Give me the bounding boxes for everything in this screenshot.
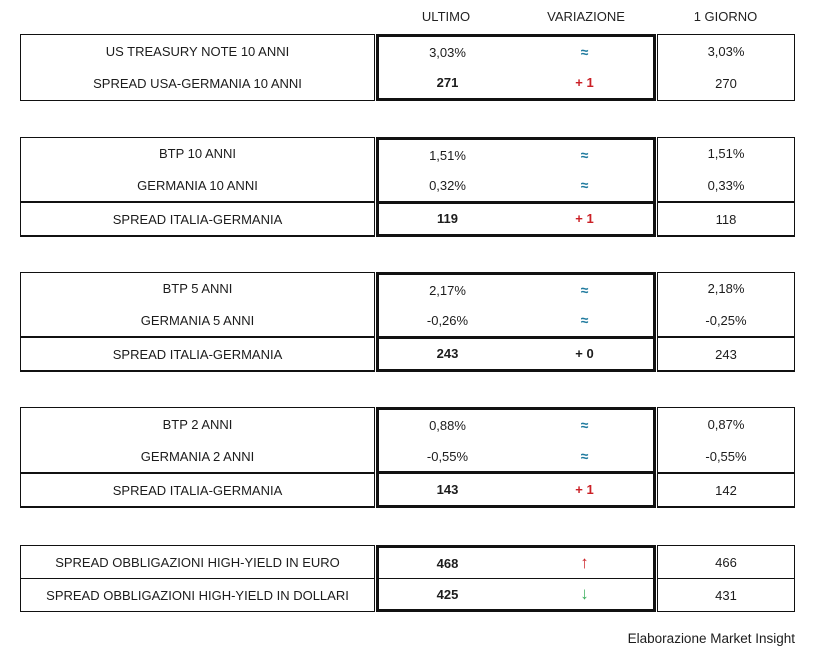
header-spacer xyxy=(20,6,376,28)
table-row: -0,26% ≈ xyxy=(379,305,653,335)
giorno-value: 243 xyxy=(658,336,794,370)
giorno-column: 0,87% -0,55% 142 xyxy=(657,407,795,508)
label-column: SPREAD OBBLIGAZIONI HIGH-YIELD IN EURO S… xyxy=(20,545,375,612)
ultimo-variazione-box: 0,88% ≈ -0,55% ≈ 143 + 1 xyxy=(376,407,656,508)
giorno-value: 431 xyxy=(658,578,794,611)
table-high-yield: SPREAD OBBLIGAZIONI HIGH-YIELD IN EURO S… xyxy=(20,545,795,612)
row-label: SPREAD OBBLIGAZIONI HIGH-YIELD IN EURO xyxy=(55,554,340,570)
ultimo-value: 119 xyxy=(437,211,458,227)
ultimo-value: 425 xyxy=(436,586,459,602)
ultimo-value: 243 xyxy=(436,346,459,362)
ultimo-variazione-box: 3,03% ≈ 271 + 1 xyxy=(376,34,656,101)
giorno-value: -0,55% xyxy=(705,448,747,464)
giorno-value: 270 xyxy=(715,76,737,92)
giorno-value: 142 xyxy=(658,472,794,506)
giorno-value: 466 xyxy=(715,554,737,570)
approx-indicator-icon: ≈ xyxy=(580,448,589,464)
ultimo-value: 271 xyxy=(436,75,459,91)
table-btp-2-anni: BTP 2 ANNI GERMANIA 2 ANNI SPREAD ITALIA… xyxy=(20,407,795,508)
variazione-value: + 1 xyxy=(575,75,594,91)
ultimo-variazione-box: 2,17% ≈ -0,26% ≈ 243 + 0 xyxy=(376,272,656,372)
approx-indicator-icon: ≈ xyxy=(580,177,589,194)
giorno-column: 3,03% 270 xyxy=(657,34,795,101)
table-us-treasury: US TREASURY NOTE 10 ANNI SPREAD USA-GERM… xyxy=(20,34,795,101)
approx-indicator-icon: ≈ xyxy=(580,312,589,329)
row-label: SPREAD OBBLIGAZIONI HIGH-YIELD IN DOLLAR… xyxy=(21,578,374,611)
label-column: BTP 2 ANNI GERMANIA 2 ANNI SPREAD ITALIA… xyxy=(20,407,375,508)
approx-indicator-icon: ≈ xyxy=(580,282,589,299)
label-column: BTP 10 ANNI GERMANIA 10 ANNI SPREAD ITAL… xyxy=(20,137,375,237)
row-label: SPREAD USA-GERMANIA 10 ANNI xyxy=(93,76,302,92)
giorno-value: 0,33% xyxy=(707,178,745,193)
table-row: 0,32% ≈ xyxy=(379,170,653,200)
row-label: BTP 10 ANNI xyxy=(158,146,237,162)
table-row: 468 ↑ xyxy=(379,548,653,578)
row-label: GERMANIA 2 ANNI xyxy=(140,448,255,464)
table-row: 243 + 0 xyxy=(379,335,653,369)
ultimo-value: 0,32% xyxy=(429,177,466,193)
row-label: SPREAD ITALIA-GERMANIA xyxy=(21,472,374,506)
table-row: 3,03% ≈ xyxy=(379,37,653,68)
row-label: GERMANIA 10 ANNI xyxy=(137,178,258,193)
column-header-row: ULTIMO VARIAZIONE 1 GIORNO xyxy=(20,6,795,28)
ultimo-value: -0,55% xyxy=(426,448,469,464)
label-column: BTP 5 ANNI GERMANIA 5 ANNI SPREAD ITALIA… xyxy=(20,272,375,372)
giorno-value: 0,87% xyxy=(707,416,745,432)
row-label: BTP 2 ANNI xyxy=(162,416,233,432)
giorno-value: -0,25% xyxy=(705,313,747,328)
ultimo-value: 2,17% xyxy=(429,282,466,298)
table-btp-5-anni: BTP 5 ANNI GERMANIA 5 ANNI SPREAD ITALIA… xyxy=(20,272,795,372)
column-header-giorno: 1 GIORNO xyxy=(693,9,758,24)
approx-indicator-icon: ≈ xyxy=(580,417,589,434)
variazione-value: + 1 xyxy=(575,482,594,498)
ultimo-value: 468 xyxy=(436,555,459,571)
table-row: 143 + 1 xyxy=(379,471,653,505)
arrow-down-icon: ↓ xyxy=(580,584,589,603)
table-btp-10-anni: BTP 10 ANNI GERMANIA 10 ANNI SPREAD ITAL… xyxy=(20,137,795,237)
ultimo-value: 1,51% xyxy=(429,147,466,163)
table-row: 2,17% ≈ xyxy=(379,275,653,305)
giorno-value: 2,18% xyxy=(707,281,745,297)
giorno-column: 2,18% -0,25% 243 xyxy=(657,272,795,372)
source-credit: Elaborazione Market Insight xyxy=(627,631,795,646)
ultimo-value: 143 xyxy=(436,482,459,498)
ultimo-value: 3,03% xyxy=(429,44,466,60)
table-row: 119 + 1 xyxy=(379,200,653,234)
table-row: 0,88% ≈ xyxy=(379,410,653,441)
giorno-value: 1,51% xyxy=(707,146,745,162)
ultimo-variazione-box: 468 ↑ 425 ↓ xyxy=(376,545,656,612)
variazione-value: + 1 xyxy=(575,211,594,227)
giorno-value: 118 xyxy=(658,201,794,235)
column-header-variazione: VARIAZIONE xyxy=(547,9,625,24)
table-row: 271 + 1 xyxy=(379,68,653,99)
column-header-ultimo: ULTIMO xyxy=(421,9,471,24)
row-label: SPREAD ITALIA-GERMANIA xyxy=(21,201,374,235)
label-column: US TREASURY NOTE 10 ANNI SPREAD USA-GERM… xyxy=(20,34,375,101)
giorno-column: 1,51% 0,33% 118 xyxy=(657,137,795,237)
table-row: -0,55% ≈ xyxy=(379,441,653,472)
row-label: US TREASURY NOTE 10 ANNI xyxy=(105,43,290,59)
approx-indicator-icon: ≈ xyxy=(580,44,589,61)
row-label: SPREAD ITALIA-GERMANIA xyxy=(21,336,374,370)
ultimo-variazione-box: 1,51% ≈ 0,32% ≈ 119 + 1 xyxy=(376,137,656,237)
variazione-value: + 0 xyxy=(575,346,594,362)
row-label: GERMANIA 5 ANNI xyxy=(140,313,255,328)
table-row: 1,51% ≈ xyxy=(379,140,653,170)
table-row: 425 ↓ xyxy=(379,578,653,609)
ultimo-value: -0,26% xyxy=(426,312,469,328)
ultimo-value: 0,88% xyxy=(429,417,466,433)
arrow-up-icon: ↑ xyxy=(580,553,589,572)
approx-indicator-icon: ≈ xyxy=(580,147,589,164)
giorno-value: 3,03% xyxy=(707,43,745,59)
row-label: BTP 5 ANNI xyxy=(162,281,233,297)
giorno-column: 466 431 xyxy=(657,545,795,612)
